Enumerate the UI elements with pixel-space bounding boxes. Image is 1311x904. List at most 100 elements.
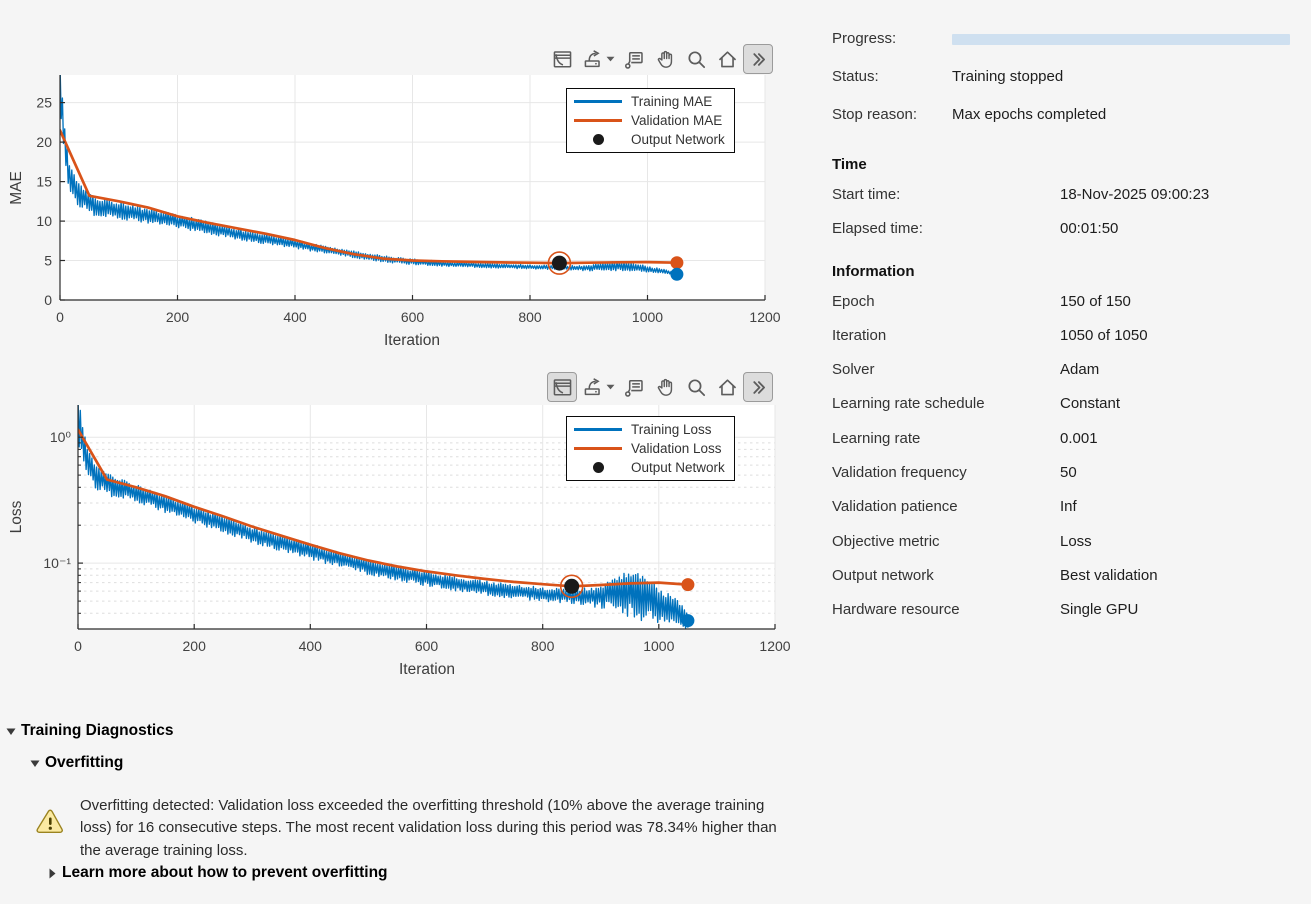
- svg-text:600: 600: [401, 309, 425, 325]
- information-label: Hardware resource: [832, 601, 960, 619]
- information-row-solver: Solver Adam: [832, 361, 1302, 395]
- svg-text:1000: 1000: [643, 638, 674, 654]
- information-value: 150 of 150: [1060, 292, 1131, 310]
- svg-text:200: 200: [183, 638, 207, 654]
- data-tips-icon: [623, 48, 646, 71]
- information-row-epoch: Epoch 150 of 150: [832, 293, 1302, 327]
- svg-text:10⁻¹: 10⁻¹: [43, 555, 71, 571]
- svg-text:800: 800: [531, 638, 555, 654]
- expand-chevrons-icon: [747, 48, 770, 71]
- information-value: 1050 of 1050: [1060, 326, 1148, 344]
- svg-text:1200: 1200: [759, 638, 790, 654]
- information-value: 0.001: [1060, 429, 1098, 447]
- svg-text:MAE: MAE: [8, 171, 25, 205]
- svg-text:400: 400: [299, 638, 323, 654]
- axes-style-button[interactable]: [547, 44, 577, 74]
- warning-icon: [36, 809, 64, 862]
- axes-curve-icon: [551, 376, 574, 399]
- information-row-hardware-resource: Hardware resource Single GPU: [832, 601, 1302, 635]
- status-value: Training stopped: [952, 68, 1064, 85]
- axes-style-button[interactable]: [547, 372, 577, 402]
- information-value: 50: [1060, 464, 1077, 482]
- training-diagnostics-header[interactable]: Training Diagnostics: [6, 722, 173, 740]
- home-button[interactable]: [712, 44, 742, 74]
- information-row-iteration: Iteration 1050 of 1050: [832, 327, 1302, 361]
- pan-hand-icon: [654, 376, 677, 399]
- information-value: Constant: [1060, 395, 1121, 413]
- information-row-learning-rate-schedule: Learning rate schedule Constant: [832, 395, 1302, 429]
- svg-text:10⁰: 10⁰: [50, 429, 72, 445]
- expand-button[interactable]: [743, 372, 773, 402]
- legend-label: Validation MAE: [631, 113, 723, 128]
- svg-text:Loss: Loss: [8, 500, 25, 533]
- export-icon: [581, 376, 604, 399]
- information-section-header: Information: [832, 262, 915, 280]
- data-tips-button[interactable]: [619, 372, 649, 402]
- zoom-button[interactable]: [681, 372, 711, 402]
- information-row-validation-patience: Validation patience Inf: [832, 498, 1302, 532]
- dropdown-caret-icon: [606, 56, 615, 62]
- status-label: Status:: [832, 68, 879, 85]
- time-section-header: Time: [832, 156, 867, 173]
- svg-text:Iteration: Iteration: [399, 661, 455, 678]
- home-button[interactable]: [712, 372, 742, 402]
- legend-entry-validation-mae[interactable]: Validation MAE: [574, 111, 725, 130]
- svg-text:1200: 1200: [749, 309, 780, 325]
- stop-reason-row: Stop reason: Max epochs completed: [832, 106, 1302, 144]
- pan-button[interactable]: [650, 372, 680, 402]
- progress-row: Progress:: [832, 30, 1302, 68]
- legend-dot-swatch: [574, 134, 622, 145]
- svg-text:15: 15: [36, 174, 52, 190]
- information-label: Iteration: [832, 326, 887, 344]
- information-label: Solver: [832, 361, 875, 379]
- information-value: Single GPU: [1060, 601, 1139, 619]
- learn-more-header[interactable]: Learn more about how to prevent overfitt…: [48, 864, 388, 882]
- time-label: Start time:: [832, 186, 901, 203]
- legend-dot-swatch: [574, 462, 622, 473]
- export-button[interactable]: [578, 372, 618, 402]
- legend-label: Output Network: [631, 132, 725, 147]
- training-diagnostics-title: Training Diagnostics: [21, 722, 174, 739]
- svg-text:800: 800: [518, 309, 542, 325]
- information-row-objective-metric: Objective metric Loss: [832, 533, 1302, 567]
- data-tips-icon: [623, 376, 646, 399]
- pan-hand-icon: [654, 48, 677, 71]
- information-value: Inf: [1060, 498, 1077, 516]
- information-value: Loss: [1060, 532, 1092, 550]
- chart-toolbar: [547, 44, 773, 74]
- overfitting-header[interactable]: Overfitting: [30, 754, 123, 772]
- expand-button[interactable]: [743, 44, 773, 74]
- legend-label: Validation Loss: [631, 441, 722, 456]
- legend-entry-output-network[interactable]: Output Network: [574, 130, 725, 149]
- legend-label: Training MAE: [631, 94, 713, 109]
- training-info-panel: Progress: Status: Training stopped Stop …: [832, 30, 1302, 636]
- warning-text: Overfitting detected: Validation loss ex…: [80, 797, 777, 859]
- data-tips-button[interactable]: [619, 44, 649, 74]
- legend-line-swatch: [574, 447, 622, 450]
- home-icon: [716, 376, 739, 399]
- information-value: Adam: [1060, 361, 1100, 379]
- chart-legend: Training MAE Validation MAE Output Network: [566, 88, 735, 153]
- home-icon: [716, 48, 739, 71]
- information-label: Epoch: [832, 292, 875, 310]
- legend-entry-validation-loss[interactable]: Validation Loss: [574, 439, 725, 458]
- information-label: Learning rate schedule: [832, 395, 985, 413]
- legend-entry-output-network[interactable]: Output Network: [574, 458, 725, 477]
- chart-legend: Training Loss Validation Loss Output Netwo…: [566, 416, 735, 481]
- progress-bar: [952, 34, 1290, 45]
- export-button[interactable]: [578, 44, 618, 74]
- learn-more-title: Learn more about how to prevent overfitt…: [62, 864, 388, 881]
- svg-text:5: 5: [44, 253, 52, 269]
- information-label: Validation frequency: [832, 464, 967, 482]
- svg-text:200: 200: [166, 309, 190, 325]
- chart-toolbar: [547, 372, 773, 402]
- information-label: Learning rate: [832, 429, 921, 447]
- expand-triangle-icon: [48, 868, 56, 879]
- legend-label: Training Loss: [631, 422, 712, 437]
- legend-entry-training-loss[interactable]: Training Loss: [574, 420, 725, 439]
- pan-button[interactable]: [650, 44, 680, 74]
- zoom-button[interactable]: [681, 44, 711, 74]
- svg-text:1000: 1000: [632, 309, 663, 325]
- legend-entry-training-mae[interactable]: Training MAE: [574, 92, 725, 111]
- overfitting-warning: Overfitting detected: Validation loss ex…: [36, 795, 777, 862]
